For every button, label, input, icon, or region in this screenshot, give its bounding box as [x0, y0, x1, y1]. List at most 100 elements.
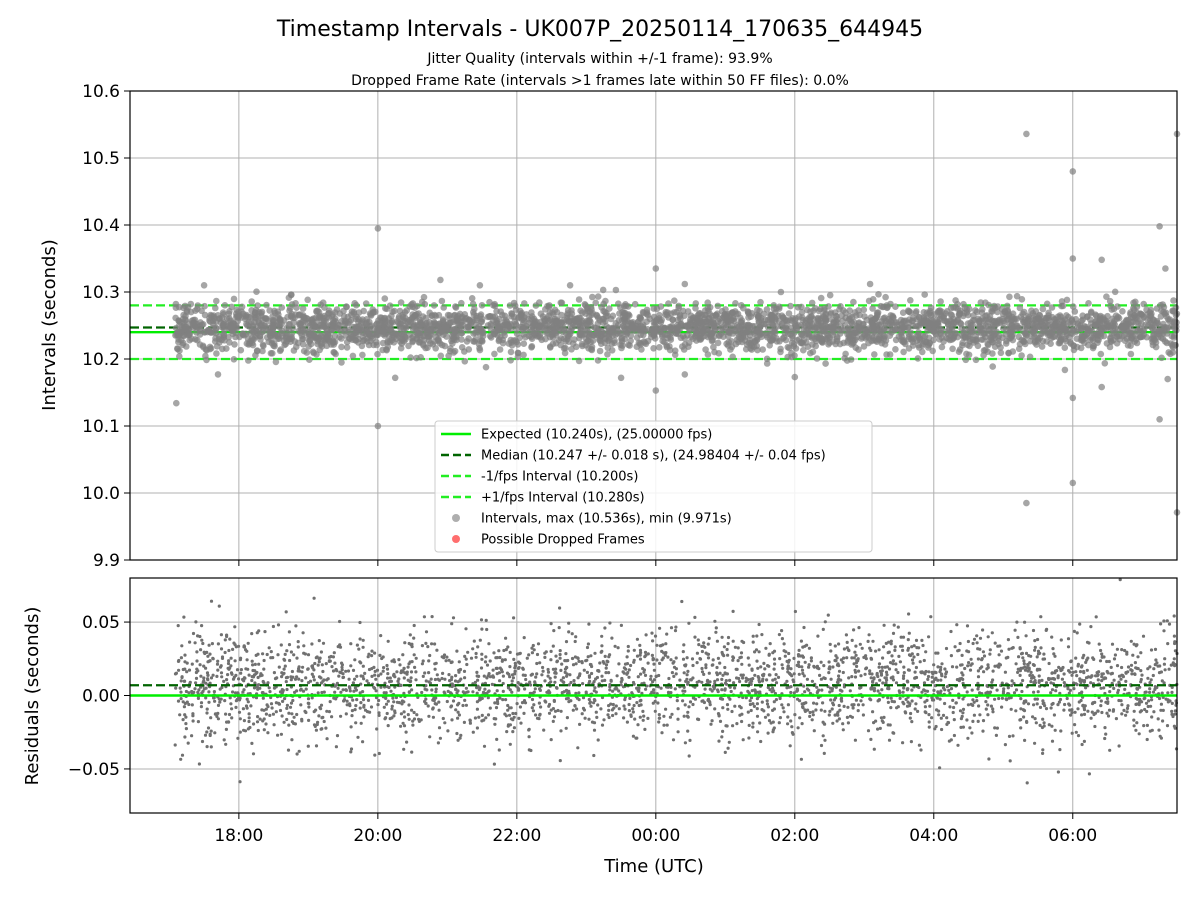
residual-point [878, 666, 881, 669]
residual-point [747, 736, 750, 739]
residual-point [1116, 664, 1119, 667]
residual-point [387, 640, 390, 643]
interval-point [719, 315, 726, 322]
residual-point [1098, 643, 1101, 646]
residual-point [1079, 681, 1082, 684]
residual-point [251, 663, 254, 666]
residual-point [747, 711, 750, 714]
interval-point [387, 302, 394, 309]
residual-point [802, 656, 805, 659]
interval-point [756, 318, 763, 325]
residual-point [978, 648, 981, 651]
residual-point [183, 735, 186, 738]
residual-point [829, 698, 832, 701]
residual-point [239, 731, 242, 734]
residual-point [968, 726, 971, 729]
interval-point [652, 318, 659, 325]
residual-point [600, 635, 603, 638]
interval-point [240, 330, 247, 337]
residual-point [228, 713, 231, 716]
interval-point [1102, 360, 1109, 367]
residual-point [1168, 668, 1171, 671]
residual-point [938, 766, 941, 769]
residual-point [428, 654, 431, 657]
residual-point [793, 713, 796, 716]
interval-point [1057, 340, 1064, 347]
residual-point [669, 716, 672, 719]
residual-point [199, 675, 202, 678]
residual-point [870, 672, 873, 675]
residual-point [562, 676, 565, 679]
residual-point [1100, 652, 1103, 655]
residual-point [1040, 679, 1043, 682]
interval-point [725, 339, 732, 346]
interval-point [338, 344, 345, 351]
interval-point [314, 338, 321, 345]
residual-point [869, 687, 872, 690]
interval-point [375, 317, 382, 324]
residual-point [965, 718, 968, 721]
interval-point [595, 357, 602, 364]
interval-point [1137, 310, 1144, 317]
residual-point [636, 723, 639, 726]
residual-point [949, 630, 952, 633]
residual-point [655, 644, 658, 647]
residual-point [1173, 642, 1176, 645]
residual-point [291, 720, 294, 723]
residual-point [653, 669, 656, 672]
residual-point [246, 658, 249, 661]
residual-point [290, 702, 293, 705]
residual-point [307, 653, 310, 656]
residual-point [812, 702, 815, 705]
residual-point [193, 687, 196, 690]
residual-point [691, 703, 694, 706]
residual-point [350, 714, 353, 717]
residual-point [200, 705, 203, 708]
residual-point [972, 642, 975, 645]
residual-point [977, 720, 980, 723]
interval-point [1043, 315, 1050, 322]
interval-point [940, 338, 947, 345]
residual-point [756, 702, 759, 705]
interval-point [825, 328, 832, 335]
residual-point [730, 710, 733, 713]
residual-point [820, 709, 823, 712]
residual-point [268, 690, 271, 693]
interval-point [927, 310, 934, 317]
residual-point [407, 666, 410, 669]
residual-point [318, 660, 321, 663]
residual-point [212, 674, 215, 677]
interval-point [1107, 303, 1114, 310]
residual-point [362, 646, 365, 649]
residual-point [581, 712, 584, 715]
residual-point [842, 728, 845, 731]
interval-point [764, 306, 771, 313]
interval-point [458, 336, 465, 343]
residual-point [1127, 665, 1130, 668]
residual-point [220, 633, 223, 636]
interval-point [764, 356, 771, 363]
interval-point [977, 326, 984, 333]
residual-point [179, 758, 182, 761]
residual-point [841, 661, 844, 664]
interval-point [1173, 323, 1180, 330]
residual-point [717, 740, 720, 743]
interval-point [958, 321, 965, 328]
interval-point [1023, 332, 1030, 339]
residual-point [859, 674, 862, 677]
residual-point [906, 680, 909, 683]
interval-point [459, 330, 466, 337]
interval-point [230, 319, 237, 326]
residual-point [1155, 686, 1158, 689]
residual-point [220, 647, 223, 650]
interval-point [1088, 334, 1095, 341]
residual-point [1049, 681, 1052, 684]
interval-point [805, 343, 812, 350]
residual-point [512, 658, 515, 661]
interval-point [331, 349, 338, 356]
interval-point [174, 345, 181, 352]
interval-point [359, 352, 366, 359]
residual-point [224, 743, 227, 746]
residual-point [950, 687, 953, 690]
interval-point [507, 357, 514, 364]
